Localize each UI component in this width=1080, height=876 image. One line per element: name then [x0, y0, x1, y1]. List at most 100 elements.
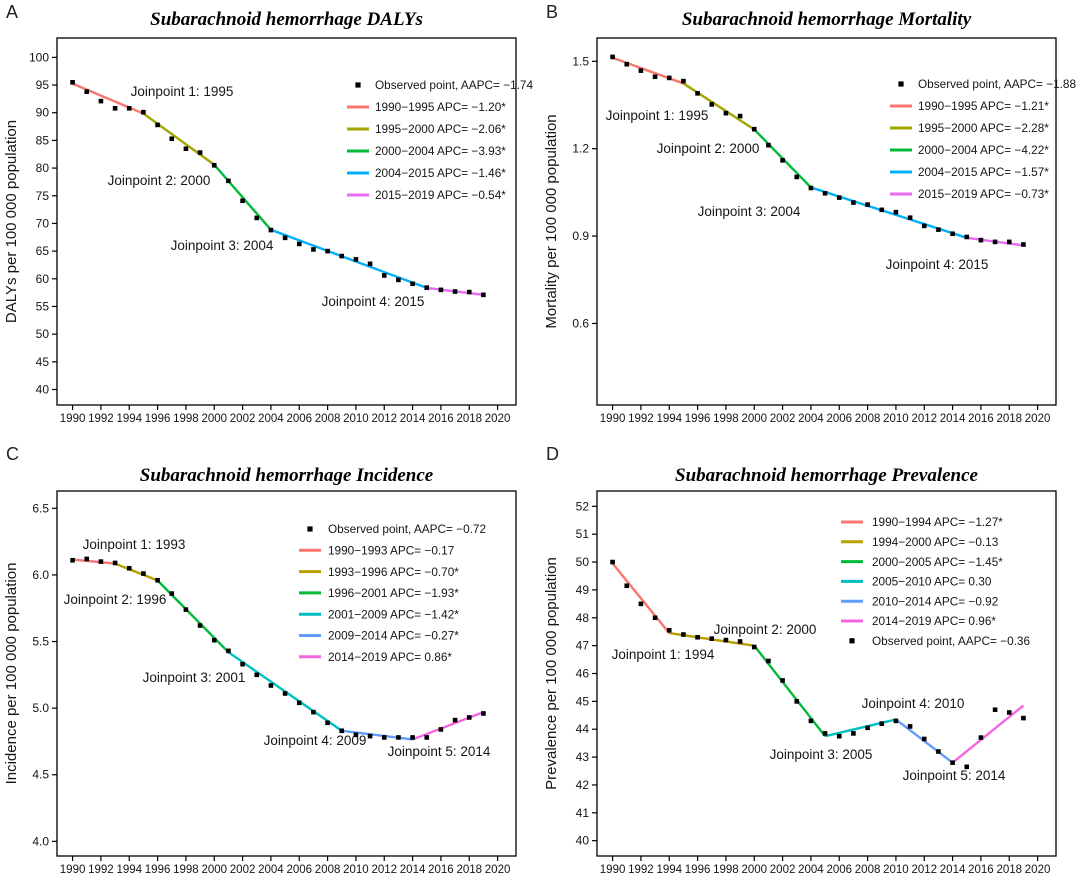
observed-point — [624, 61, 630, 67]
y-tick-label: 55 — [36, 299, 50, 313]
joinpoint-annotation: Joinpoint 2: 2000 — [657, 141, 760, 156]
joinpoint-annotation: Joinpoint 1: 1995 — [131, 84, 234, 99]
joinpoint-annotation: Joinpoint 4: 2010 — [862, 696, 965, 711]
observed-point — [723, 637, 729, 643]
observed-point — [424, 735, 430, 740]
observed-point — [638, 601, 644, 607]
observed-point — [921, 223, 927, 229]
x-tick-label: 2020 — [485, 413, 511, 425]
x-tick-label: 2006 — [826, 864, 852, 876]
observed-point — [410, 735, 415, 740]
observed-point — [992, 239, 998, 245]
observed-point — [865, 202, 870, 207]
x-tick-label: 2020 — [485, 864, 511, 876]
joinpoint-annotation: Joinpoint 3: 2004 — [171, 238, 274, 253]
joinpoint-annotation: Joinpoint 3: 2005 — [770, 747, 873, 762]
observed-point — [226, 648, 231, 654]
x-tick-label: 2000 — [741, 413, 767, 425]
y-tick-label: 0.6 — [572, 316, 589, 330]
y-axis: 0.6 0.9 1.2 1.5 — [572, 54, 597, 330]
observed-point — [893, 209, 899, 215]
y-tick-label: 52 — [576, 499, 590, 513]
observed-point — [396, 735, 401, 740]
legend-marker-swatch — [355, 82, 361, 88]
observed-point — [339, 728, 345, 734]
y-axis-title: Mortality per 100 000 population — [543, 114, 560, 328]
y-tick-label: 46 — [576, 667, 590, 681]
observed-point — [1006, 710, 1012, 715]
x-tick-label: 1996 — [145, 864, 171, 876]
y-tick-label: 42 — [576, 778, 590, 792]
y-tick-label: 44 — [576, 722, 590, 736]
joinpoint-annotation: Joinpoint 3: 2004 — [698, 204, 801, 219]
observed-point — [751, 126, 757, 132]
x-tick-label: 2000 — [201, 864, 227, 876]
trend-segment — [753, 644, 827, 737]
observed-point — [893, 718, 899, 724]
observed-point — [907, 215, 913, 221]
y-tick-label: 45 — [36, 355, 50, 369]
observed-point — [381, 735, 387, 740]
y-axis-title: Incidence per 100 000 population — [3, 563, 20, 785]
legend-label: 1990−1994 APC= −1.27* — [872, 515, 1003, 529]
legend-label: Observed point, AAPC= −1.74 — [375, 78, 533, 92]
y-tick-label: 65 — [36, 244, 50, 258]
x-tick-label: 2006 — [286, 413, 312, 425]
observed-point — [481, 711, 486, 716]
observed-point — [978, 735, 984, 740]
observed-point — [155, 577, 160, 583]
panel-title: Subarachnoid hemorrhage Mortality — [681, 9, 972, 30]
observed-point — [652, 74, 658, 80]
observed-point — [396, 277, 401, 283]
x-tick-label: 1990 — [60, 413, 86, 425]
legend-marker-swatch — [849, 638, 855, 644]
observed-point — [737, 639, 743, 644]
observed-point — [766, 142, 771, 148]
x-tick-label: 1992 — [628, 413, 654, 425]
observed-point — [851, 200, 856, 205]
x-tick-label: 2008 — [855, 864, 881, 876]
x-tick-label: 2002 — [230, 864, 256, 876]
y-tick-label: 85 — [36, 133, 50, 147]
x-tick-label: 2004 — [798, 864, 824, 876]
x-tick-label: 2018 — [456, 864, 482, 876]
x-tick-label: 2014 — [400, 864, 426, 876]
y-tick-label: 49 — [576, 583, 590, 597]
joinpoint-annotations: Joinpoint 1: 1993 Joinpoint 2: 1996 Joinpo… — [64, 537, 491, 759]
observed-point — [169, 136, 175, 142]
legend: Observed point, AAPC= −1.74 1990−1995 APC… — [347, 78, 533, 202]
joinpoint-annotation: Joinpoint 2: 2000 — [714, 622, 817, 637]
x-tick-label: 1992 — [628, 864, 654, 876]
legend-label: 1994−2000 APC= −0.13 — [872, 535, 999, 549]
observed-point — [141, 571, 146, 576]
observed-point — [325, 720, 330, 726]
observed-point — [98, 98, 104, 104]
y-tick-label: 43 — [576, 750, 590, 764]
y-axis: 40 41 42 43 44 45 46 47 48 49 50 51 52 — [576, 499, 597, 848]
observed-point — [610, 54, 615, 60]
observed-point — [197, 623, 203, 628]
y-tick-label: 40 — [576, 834, 590, 848]
y-tick-label: 100 — [29, 50, 49, 64]
observed-point — [836, 195, 842, 200]
x-tick-label: 1998 — [173, 413, 199, 425]
observed-point — [737, 113, 743, 119]
legend-label: 2014−2019 APC= 0.86* — [328, 650, 452, 664]
observed-point — [254, 672, 260, 678]
observed-point — [851, 731, 856, 736]
legend-label: 2001−2009 APC= −1.42* — [328, 607, 459, 621]
trend-segment — [213, 163, 272, 231]
y-axis: 40 45 50 55 60 65 70 75 80 85 90 95 100 — [29, 50, 57, 397]
y-tick-label: 41 — [576, 806, 590, 820]
x-tick-label: 1994 — [116, 413, 142, 425]
trend-segment — [810, 186, 968, 239]
observed-point — [766, 658, 771, 664]
observed-point — [950, 760, 955, 765]
y-tick-label: 48 — [576, 611, 590, 625]
trend-segment — [72, 558, 116, 565]
legend: Observed point, AAPC= −0.72 1990−1993 APC… — [299, 522, 486, 664]
trend-segment — [951, 704, 1025, 764]
x-axis: 1990 1992 1994 1996 1998 2000 2002 2004 2006 2008… — [600, 405, 1050, 425]
